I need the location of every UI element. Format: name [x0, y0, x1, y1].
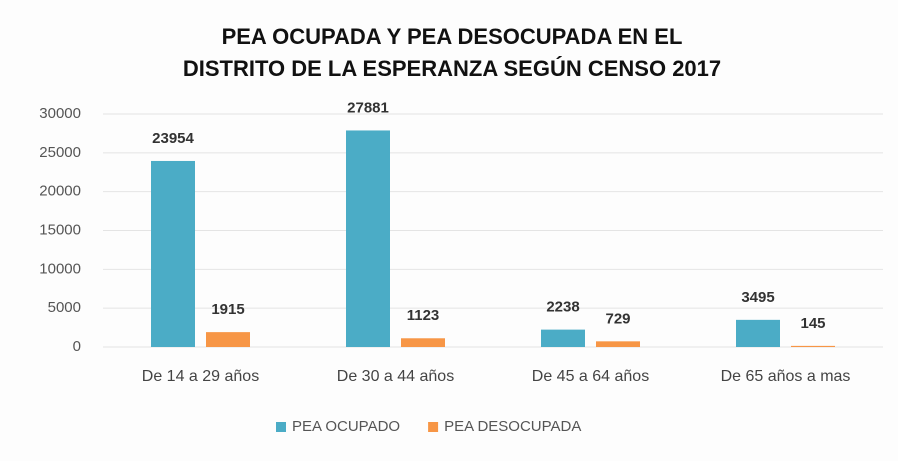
bar: [736, 319, 780, 347]
y-tick-label: 0: [73, 338, 81, 355]
y-tick-label: 20000: [39, 183, 81, 200]
y-tick-label: 5000: [48, 299, 81, 316]
bar: [596, 341, 640, 347]
value-label: 1123: [407, 307, 440, 324]
x-tick-label: De 45 a 64 años: [532, 368, 649, 385]
bar: [791, 345, 835, 347]
chart-title: DISTRITO DE LA ESPERANZA SEGÚN CENSO 201…: [183, 56, 721, 81]
value-label: 145: [800, 315, 825, 332]
bar: [401, 338, 445, 347]
legend-swatch: [276, 422, 286, 432]
value-label: 2238: [546, 299, 579, 316]
value-label: 3495: [741, 289, 774, 306]
value-label: 27881: [347, 99, 389, 116]
y-tick-label: 25000: [39, 144, 81, 161]
x-tick-label: De 65 años a mas: [721, 368, 851, 385]
y-tick-label: 15000: [39, 221, 81, 238]
y-tick-label: 30000: [39, 105, 81, 122]
bar: [541, 329, 585, 347]
x-tick-label: De 30 a 44 años: [337, 368, 454, 385]
chart-title: PEA OCUPADA Y PEA DESOCUPADA EN EL: [222, 24, 683, 49]
value-label: 1915: [211, 301, 244, 318]
legend-label: PEA DESOCUPADA: [444, 418, 581, 435]
legend-swatch: [428, 422, 439, 432]
y-tick-label: 10000: [39, 260, 81, 277]
x-tick-label: De 14 a 29 años: [142, 368, 259, 385]
value-label: 23954: [152, 130, 194, 147]
bar: [151, 160, 195, 347]
bar: [346, 130, 390, 347]
bar: [206, 332, 250, 347]
legend-label: PEA OCUPADO: [292, 418, 400, 435]
value-label: 729: [605, 310, 630, 327]
